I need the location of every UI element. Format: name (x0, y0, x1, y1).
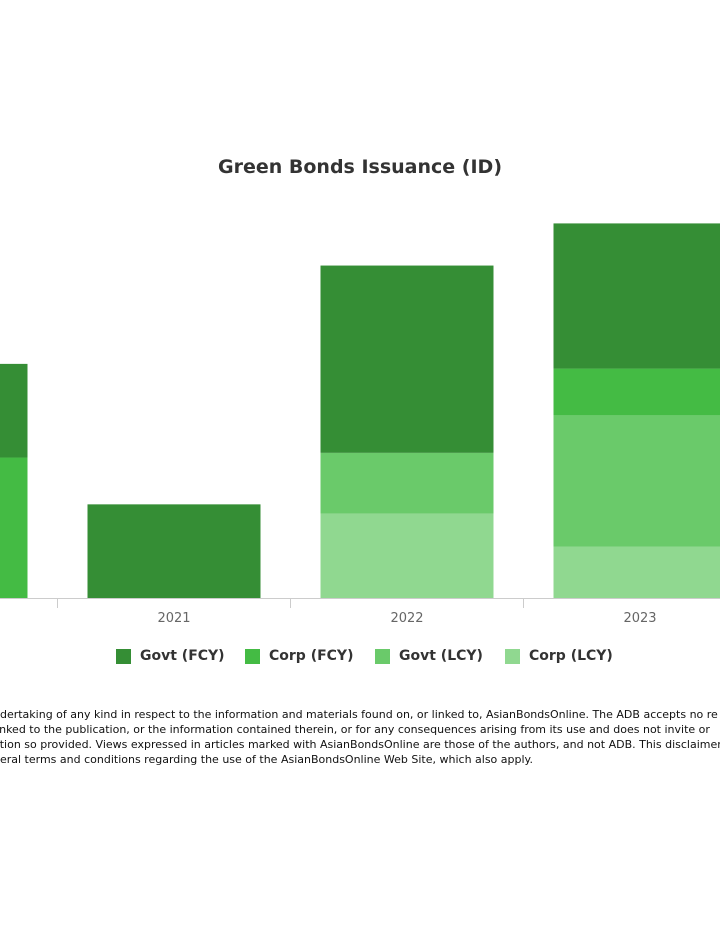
x-axis-ticks (57, 598, 524, 608)
legend-label: Corp (LCY) (529, 648, 613, 664)
chart-plot: 2021 2022 2023 (0, 223, 720, 626)
bar-2021-govt-fcy[interactable] (87, 504, 261, 598)
disclaimer-line: ation so provided. Views expressed in ar… (0, 738, 720, 751)
bar-2023-govt-lcy[interactable] (553, 415, 720, 547)
bar-2022-corp-lcy[interactable] (320, 513, 494, 598)
bar-2022-govt-lcy[interactable] (320, 452, 494, 514)
legend-swatch (116, 648, 131, 664)
bar-2023-corp-fcy[interactable] (553, 368, 720, 416)
bar-layer (0, 223, 720, 598)
x-tick-label-2021: 2021 (157, 611, 190, 626)
legend-item-corp-fcy[interactable]: Corp (FCY) (245, 648, 353, 664)
disclaimer-line: linked to the publication, or the inform… (0, 723, 710, 736)
legend-item-govt-fcy[interactable]: Govt (FCY) (116, 648, 225, 664)
legend-swatch (375, 648, 390, 664)
bar-2023-govt-fcy[interactable] (553, 223, 720, 369)
legend-label: Govt (LCY) (399, 648, 483, 664)
x-axis-tick-labels: 2021 2022 2023 (157, 611, 656, 626)
disclaimer-line: neral terms and conditions regarding the… (0, 753, 533, 766)
bar-2020-corp-fcy[interactable] (0, 457, 28, 598)
chart-legend: Govt (FCY) Corp (FCY) Govt (LCY) Corp (L… (0, 648, 720, 670)
bar-2023-corp-lcy[interactable] (553, 546, 720, 598)
legend-label: Corp (FCY) (269, 648, 354, 664)
chart-title: Green Bonds Issuance (ID) (218, 156, 502, 178)
bar-2020-govt-fcy[interactable] (0, 363, 28, 458)
x-tick-label-2022: 2022 (390, 611, 423, 626)
legend-label: Govt (FCY) (140, 648, 225, 664)
bar-2022-govt-fcy[interactable] (320, 265, 494, 453)
x-tick-label-2023: 2023 (623, 611, 656, 626)
legend-item-corp-lcy[interactable]: Corp (LCY) (505, 648, 613, 664)
legend-item-govt-lcy[interactable]: Govt (LCY) (375, 648, 483, 664)
disclaimer-line: ndertaking of any kind in respect to the… (0, 708, 718, 721)
legend-swatch (245, 648, 260, 664)
legend-swatch (505, 648, 520, 664)
disclaimer-text: ndertaking of any kind in respect to the… (0, 707, 720, 767)
